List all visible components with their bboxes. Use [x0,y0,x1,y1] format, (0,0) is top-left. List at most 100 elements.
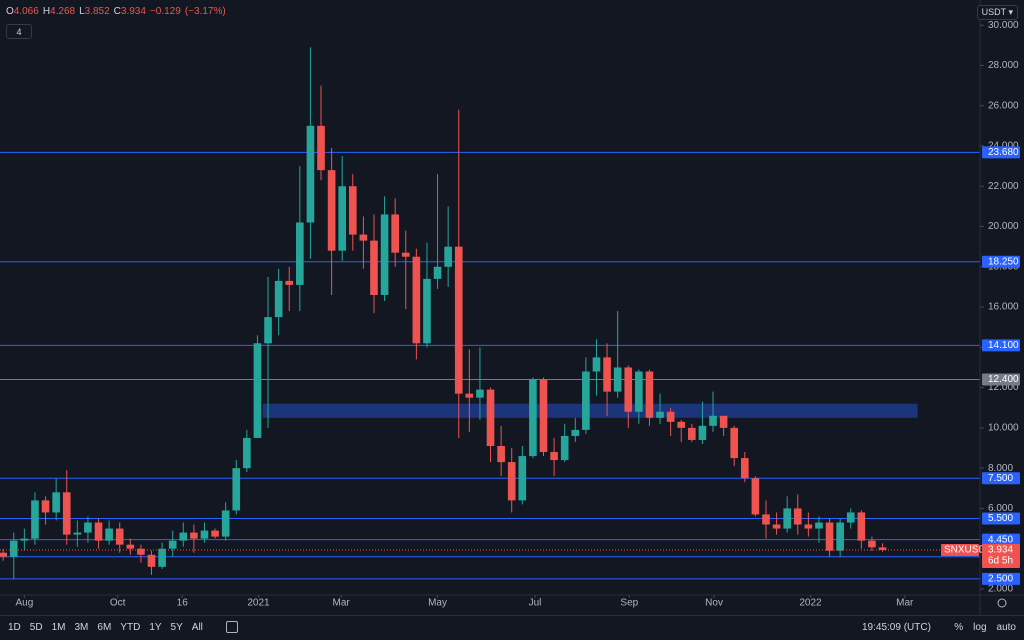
range-button[interactable]: 6M [97,622,112,633]
candle-body [518,456,527,501]
candle-body [603,357,611,392]
last-price-bg [982,544,1020,569]
candle-body [444,246,452,267]
candle-body [550,452,558,461]
candle-body [41,500,50,513]
last-price-label: 3.934 [988,545,1013,556]
candle-body [688,427,696,440]
range-button[interactable]: 5Y [170,622,183,633]
candle-body [592,357,601,372]
level-label-bg [982,512,1020,525]
candle-body [846,512,855,523]
symbol-label-bg [941,544,979,557]
candle-body [412,256,421,344]
range-button[interactable]: 1D [8,622,21,633]
legend-item: H4.268 [43,6,75,17]
range-button[interactable]: YTD [120,622,141,633]
candle-body [380,214,389,295]
bottom-toolbar: 1D 5D 1M 3M 6M YTD 1Y 5Y All 19:45:09 (UTC) % log… [0,615,1024,640]
range-button[interactable]: 3M [74,622,89,633]
candle-body [274,280,283,318]
settings-icon[interactable] [997,598,1007,608]
level-label: 18.250 [988,256,1019,267]
level-label: 4.450 [988,534,1013,545]
legend-value: −0.129 [149,6,181,17]
scale-options: % log auto [954,622,1016,633]
range-button[interactable]: All [191,622,203,633]
date-range-icon[interactable] [226,621,238,633]
legend-value: 4.268 [50,6,76,17]
y-tick-label: 22.000 [988,181,1019,192]
candle-body [560,435,569,461]
level-label: 23.680 [988,147,1019,158]
x-tick-label: Jul [529,598,542,609]
candle-body [243,437,251,469]
y-tick-label: 10.000 [988,423,1019,434]
candle-body [200,530,209,539]
candle-body [751,478,760,515]
y-tick-label: 16.000 [988,302,1019,313]
candle-body [666,411,675,422]
candle-body [147,554,156,567]
scale-option[interactable]: auto [996,622,1016,633]
scale-option[interactable]: % [954,622,964,633]
x-tick-label: Nov [705,598,723,609]
candle-body [635,371,643,412]
x-tick-label: 2021 [247,598,270,609]
currency-button[interactable]: USDT ▾ [976,5,1018,20]
candle-body [306,125,315,223]
candle-body [9,540,18,557]
plot-area [0,47,980,580]
candle-body [656,411,664,418]
candle-body [327,170,336,251]
legend-item: −0.129 [150,6,181,17]
candle-body [52,492,60,513]
x-tick-label: 16 [177,598,189,609]
legend-value: 3.934 [120,6,146,17]
candle-body [698,425,707,440]
candle-body [529,379,537,457]
y-tick-label: 26.000 [988,100,1019,111]
candle-body [719,415,728,428]
candle-body [423,278,431,344]
range-button[interactable]: 5D [29,622,43,633]
range-button[interactable]: 1Y [149,622,162,633]
level-label-bg [982,255,1020,268]
candle-body [783,508,791,529]
candle-body [285,280,294,285]
level-label-bg [982,533,1020,546]
level-label: 2.500 [988,574,1013,585]
y-tick-label: 8.000 [988,463,1013,474]
range-buttons: 1D 5D 1M 3M 6M YTD 1Y 5Y All [8,622,203,633]
candle-body [709,415,717,426]
countdown: 6d 5h [988,556,1013,567]
candle-body [94,522,103,541]
candle-body [73,532,82,535]
candle-body [348,186,357,235]
legend-value: 3.852 [84,6,110,17]
candle-body [645,371,654,418]
level-label: 7.500 [988,473,1013,484]
collapse-button[interactable]: 4 [6,24,32,39]
level-label: 12.400 [988,374,1019,385]
candle-body [84,522,92,533]
y-tick-label: 20.000 [988,221,1019,232]
candle-body [878,547,887,551]
candle-body [868,540,876,548]
candle-body [730,427,739,459]
candle-body [762,514,770,525]
candle-body [105,528,113,541]
candle-body [168,540,177,549]
candle-body [677,421,686,428]
candle-body [793,508,802,525]
candle-body [740,458,749,479]
x-tick-label: May [428,598,447,609]
candle-body [190,532,198,539]
x-tick-label: Aug [15,598,33,609]
scale-option[interactable]: log [973,622,987,633]
legend-item: O4.066 [6,6,39,17]
y-tick-label: 2.000 [988,584,1013,595]
candle-body [454,246,463,394]
candle-body [825,522,834,551]
range-button[interactable]: 1M [51,622,66,633]
